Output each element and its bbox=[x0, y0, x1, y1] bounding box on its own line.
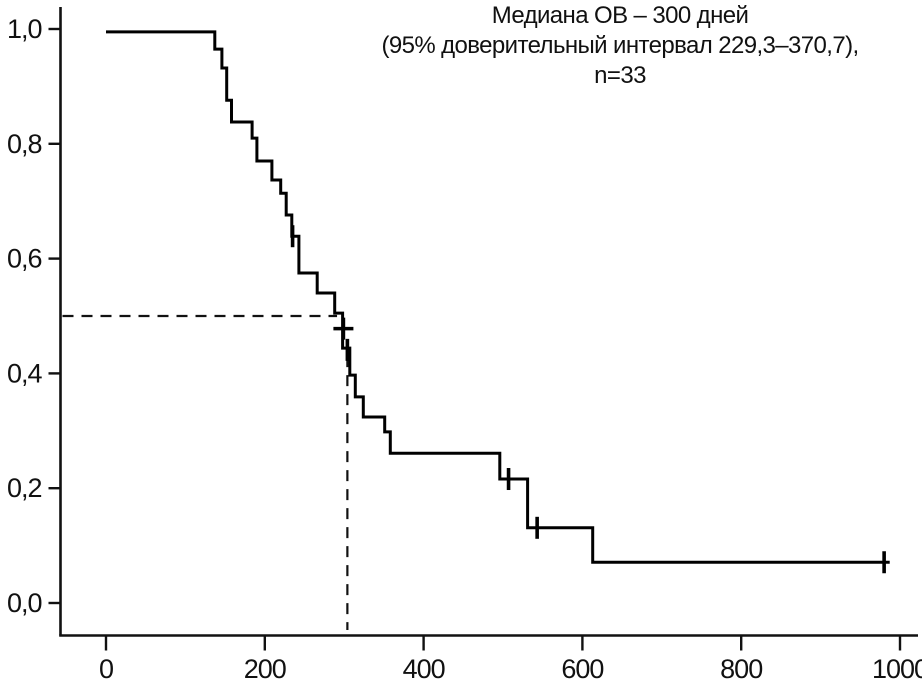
x-tick-label: 400 bbox=[403, 654, 445, 684]
x-tick-label: 800 bbox=[720, 654, 762, 684]
chart-title: Медиана ОВ – 300 дней (95% доверительный… bbox=[381, 1, 859, 91]
y-tick-label: 0,0 bbox=[7, 588, 42, 618]
x-tick-label: 1000 bbox=[872, 654, 922, 684]
x-tick-label: 0 bbox=[99, 654, 113, 684]
y-tick-label: 0,6 bbox=[7, 244, 42, 274]
x-tick-label: 200 bbox=[244, 654, 286, 684]
chart-title-line2: (95% доверительный интервал 229,3–370,7)… bbox=[381, 32, 859, 59]
chart-title-line3: n=33 bbox=[594, 62, 646, 89]
y-tick-label: 0,8 bbox=[7, 129, 42, 159]
y-tick-label: 1,0 bbox=[7, 14, 42, 44]
y-tick-label: 0,2 bbox=[7, 473, 42, 503]
chart-title-line1: Медиана ОВ – 300 дней bbox=[491, 2, 749, 29]
survival-curve bbox=[106, 30, 890, 564]
x-tick-label: 600 bbox=[561, 654, 603, 684]
y-tick-label: 0,4 bbox=[7, 358, 43, 388]
